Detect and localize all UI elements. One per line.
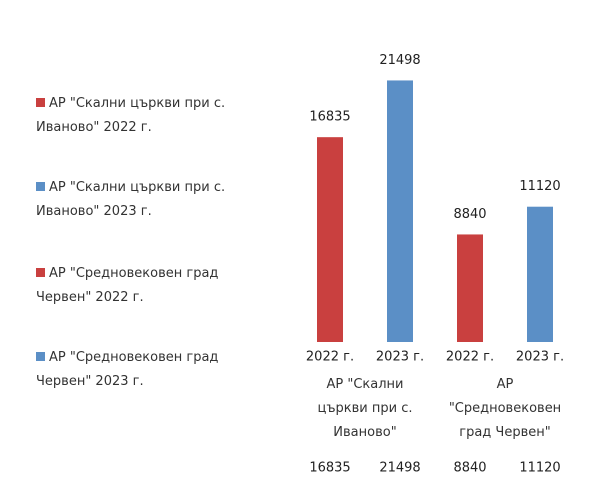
x-tick-label: 2023 г. [376, 350, 424, 365]
legend-swatch [36, 268, 45, 277]
bar [457, 234, 483, 342]
legend-label: АР "Средновековен град Червен" 2023 г. [36, 350, 219, 389]
legend-swatch [36, 182, 45, 191]
group-label: АР "Средновековен град Червен" [448, 377, 562, 440]
table-value: 16835 [309, 461, 350, 476]
bar [317, 137, 343, 342]
table-value: 21498 [379, 461, 420, 476]
legend-entry: АР "Скални църкви при с. Иваново" 2023 г… [36, 176, 226, 224]
legend-label: АР "Скални църкви при с. Иваново" 2023 г… [36, 180, 226, 219]
bar [387, 80, 413, 342]
legend-swatch [36, 352, 45, 361]
x-tick-label: 2022 г. [306, 350, 354, 365]
x-tick-label: 2022 г. [446, 350, 494, 365]
data-label: 21498 [379, 53, 420, 68]
legend-swatch [36, 98, 45, 107]
data-label: 8840 [453, 207, 486, 222]
legend-entry: АР "Средновековен град Червен" 2023 г. [36, 346, 226, 394]
legend-entry: АР "Скални църкви при с. Иваново" 2022 г… [36, 92, 226, 140]
legend-entry: АР "Средновековен град Червен" 2022 г. [36, 262, 226, 310]
legend-label: АР "Скални църкви при с. Иваново" 2022 г… [36, 96, 226, 135]
bar [527, 206, 553, 342]
data-label: 16835 [309, 110, 350, 125]
data-label: 11120 [519, 179, 560, 194]
group-label: АР "Скални църкви при с. Иваново" [317, 377, 413, 440]
table-value: 8840 [453, 461, 486, 476]
x-tick-label: 2023 г. [516, 350, 564, 365]
table-value: 11120 [519, 461, 560, 476]
legend-label: АР "Средновековен град Червен" 2022 г. [36, 266, 219, 305]
